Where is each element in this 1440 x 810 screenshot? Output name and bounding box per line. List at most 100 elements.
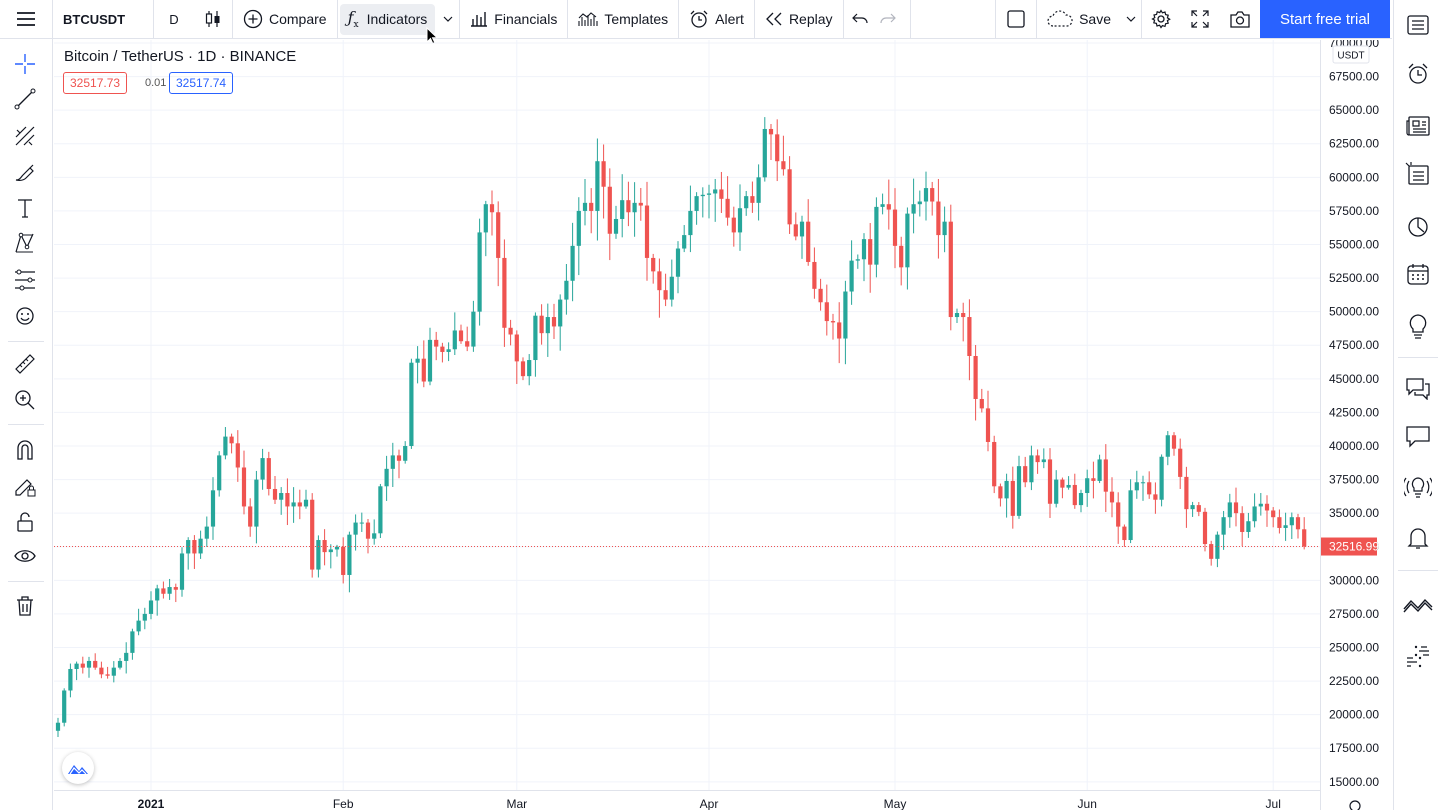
trading-panel-icon[interactable] — [1402, 588, 1434, 620]
public-chat-icon[interactable] — [1402, 420, 1434, 452]
save-dropdown-button[interactable] — [1121, 0, 1141, 39]
emoji-icon[interactable] — [10, 301, 40, 331]
price-tick-label: 67500.00 — [1329, 70, 1379, 84]
candle — [427, 327, 433, 386]
ruler-icon[interactable] — [10, 349, 40, 379]
hamburger-menu-icon[interactable] — [0, 0, 52, 39]
financials-button[interactable]: Financials — [460, 0, 567, 39]
candle — [527, 354, 532, 386]
price-chart[interactable]: 15000.00 17500.00 20000.00 22500.00 25000.00… — [54, 40, 1392, 810]
data-window-icon[interactable] — [1402, 158, 1434, 190]
candle — [328, 544, 333, 569]
candle — [1202, 507, 1208, 552]
ideas-icon[interactable] — [1402, 310, 1434, 342]
candle — [688, 185, 693, 253]
watchlist-icon[interactable] — [1402, 9, 1434, 41]
layout-button[interactable] — [996, 0, 1036, 39]
redo-button[interactable] — [874, 0, 904, 39]
symbol-legend-title: Bitcoin / TetherUS · 1D · BINANCE — [64, 48, 297, 65]
candle — [111, 661, 116, 683]
candle — [775, 119, 780, 182]
toolbar-divider — [753, 0, 755, 39]
candle — [694, 192, 699, 225]
chart-area[interactable]: 15000.00 17500.00 20000.00 22500.00 25000.00… — [54, 40, 1392, 810]
trash-icon[interactable] — [10, 591, 40, 621]
candle — [843, 280, 848, 365]
candle — [545, 303, 550, 357]
candle — [1035, 449, 1040, 474]
hotlist-icon[interactable] — [1402, 210, 1434, 242]
financials-label: Financials — [494, 11, 558, 27]
indicators-button[interactable]: ƒx Indicators — [339, 3, 436, 35]
candle — [446, 342, 451, 362]
brush-icon[interactable] — [10, 157, 40, 187]
interval-button[interactable]: D — [169, 11, 179, 27]
candle — [750, 181, 755, 213]
candle — [1041, 448, 1046, 469]
candle — [973, 345, 978, 421]
alert-button[interactable]: Alert — [679, 0, 754, 39]
templates-button[interactable]: Templates — [568, 0, 678, 39]
candle — [812, 247, 817, 299]
sell-price-button[interactable]: 32517.73 — [63, 72, 128, 94]
replay-button[interactable]: Replay — [755, 0, 843, 39]
candle — [849, 240, 854, 305]
calendar-icon[interactable] — [1402, 258, 1434, 290]
buy-price-button[interactable]: 32517.74 — [169, 72, 234, 94]
candle — [483, 200, 488, 257]
settings-button[interactable] — [1142, 0, 1180, 39]
price-tick-label: 42500.00 — [1329, 405, 1379, 419]
candle — [1023, 456, 1028, 488]
candle — [303, 489, 309, 509]
compare-button[interactable]: Compare — [233, 0, 337, 39]
candle — [204, 516, 209, 547]
lock-drawing-icon[interactable] — [10, 471, 40, 501]
chart-type-button[interactable] — [194, 0, 232, 39]
candle — [359, 512, 364, 532]
svg-text:32516.99: 32516.99 — [1329, 540, 1379, 554]
candle — [911, 178, 916, 234]
crosshair-icon[interactable] — [10, 49, 40, 79]
alarm-clock-icon[interactable] — [1402, 58, 1434, 90]
streams-icon[interactable] — [1402, 472, 1434, 504]
candle — [186, 537, 191, 570]
lock-icon[interactable] — [10, 507, 40, 537]
indicators-dropdown-button[interactable] — [437, 0, 459, 39]
top-toolbar: BTCUSDT D Compare ƒx Indicators Financia… — [0, 0, 1392, 39]
symbol-search-button[interactable]: BTCUSDT — [63, 11, 126, 27]
candle — [868, 223, 873, 293]
candle — [948, 204, 953, 331]
candle — [762, 117, 767, 182]
pitchfork-icon[interactable] — [10, 121, 40, 151]
zoom-in-icon[interactable] — [10, 385, 40, 415]
save-button[interactable]: Save — [1037, 0, 1121, 39]
candle — [675, 241, 681, 294]
candle — [998, 483, 1003, 507]
news-icon[interactable] — [1402, 110, 1434, 142]
price-tick-label: 17500.00 — [1329, 741, 1379, 755]
candle — [322, 529, 327, 566]
gear-icon[interactable] — [1349, 800, 1361, 810]
tradingview-logo[interactable] — [62, 752, 94, 784]
undo-button[interactable] — [844, 0, 874, 39]
dom-icon[interactable] — [1402, 640, 1434, 672]
notifications-icon[interactable] — [1402, 522, 1434, 554]
snapshot-button[interactable] — [1220, 0, 1260, 39]
pattern-icon[interactable] — [10, 228, 40, 258]
currency-badge[interactable]: USDT — [1332, 45, 1370, 64]
candle — [117, 657, 123, 670]
candle — [1190, 501, 1195, 517]
magnet-icon[interactable] — [10, 435, 40, 465]
toolbar-divider — [153, 0, 154, 39]
eye-icon[interactable] — [10, 541, 40, 571]
toolbar-divider — [1141, 0, 1142, 39]
fullscreen-icon — [1191, 10, 1209, 28]
fullscreen-button[interactable] — [1180, 0, 1220, 39]
chat-icon[interactable] — [1402, 372, 1434, 404]
candle — [1258, 492, 1263, 516]
start-free-trial-button[interactable]: Start free trial — [1260, 0, 1390, 38]
trend-line-icon[interactable] — [10, 84, 40, 114]
forecast-icon[interactable] — [10, 265, 40, 295]
text-icon[interactable] — [10, 193, 40, 223]
candle — [830, 313, 836, 340]
